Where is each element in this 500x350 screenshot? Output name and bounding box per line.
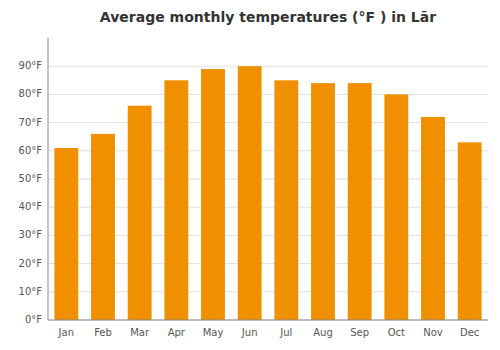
bar (384, 94, 408, 320)
grid-line (48, 320, 488, 321)
chart-title: Average monthly temperatures (°F ) in Lā… (100, 9, 436, 25)
bar (348, 83, 372, 320)
x-tick-label: Aug (313, 327, 333, 338)
y-axis-line (48, 38, 49, 320)
x-tick-label: Apr (168, 327, 186, 338)
grid-line (48, 66, 488, 67)
y-tick-label: 30°F (19, 229, 43, 240)
bar (164, 80, 188, 320)
bar (128, 106, 152, 320)
x-tick-label: May (203, 327, 224, 338)
chart-svg: 0°F 10°F 20°F 30°F 40°F 50°F 60°F 70°F 80°F 90°F J… (0, 0, 500, 350)
x-axis-line (48, 320, 488, 321)
bar (274, 80, 298, 320)
x-tick-label: Jun (241, 327, 258, 338)
bar (458, 142, 482, 320)
x-axis: Jan Feb Mar Apr May Jun Jul Aug Sep Oct Nov Dec (58, 327, 480, 338)
x-tick-label: Feb (94, 327, 112, 338)
x-tick-label: Jan (58, 327, 74, 338)
y-tick-label: 90°F (19, 60, 43, 71)
y-tick-label: 50°F (19, 173, 43, 184)
y-tick-label: 80°F (19, 88, 43, 99)
y-tick-label: 10°F (19, 286, 43, 297)
y-tick-label: 0°F (25, 314, 42, 325)
y-tick-label: 20°F (19, 258, 43, 269)
grid-line (48, 94, 488, 95)
x-tick-label: Dec (460, 327, 479, 338)
bar (54, 148, 78, 320)
x-tick-label: Nov (423, 327, 443, 338)
bar (421, 117, 445, 320)
x-tick-label: Mar (130, 327, 150, 338)
page: {"chart_data": {"type": "bar", "title": … (0, 0, 500, 350)
y-tick-label: 70°F (19, 117, 43, 128)
bars (54, 66, 481, 320)
chart-container: 0°F 10°F 20°F 30°F 40°F 50°F 60°F 70°F 80°F 90°F J… (0, 0, 500, 350)
bar (238, 66, 262, 320)
grid (48, 66, 488, 320)
x-tick-label: Oct (388, 327, 405, 338)
x-tick-label: Sep (350, 327, 369, 338)
x-tick-label: Jul (279, 327, 292, 338)
y-tick-label: 40°F (19, 201, 43, 212)
bar (91, 134, 115, 320)
y-axis: 0°F 10°F 20°F 30°F 40°F 50°F 60°F 70°F 80°F 90°F (19, 60, 43, 325)
bar (201, 69, 225, 320)
y-tick-label: 60°F (19, 145, 43, 156)
bar (311, 83, 335, 320)
